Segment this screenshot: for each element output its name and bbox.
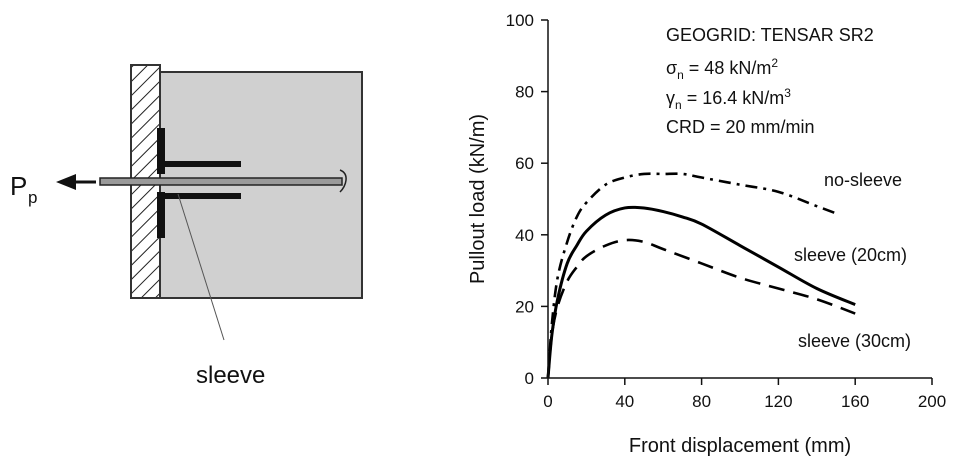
x-tick-label: 0 — [543, 392, 552, 411]
sleeve-label: sleeve — [196, 362, 265, 389]
sleeve-upper — [163, 161, 241, 167]
x-tick-label: 160 — [841, 392, 869, 411]
series-layer — [546, 172, 856, 379]
pullout-box-schematic: P p sleeve — [10, 64, 363, 389]
x-tick-label: 40 — [615, 392, 634, 411]
grid-end-clamp — [339, 169, 347, 193]
annotation-geogrid: GEOGRID: TENSAR SR2 — [666, 25, 874, 45]
gamma-symbol: γ — [666, 88, 675, 108]
x-axis-title: Front displacement (mm) — [629, 435, 851, 457]
sleeve-plate-top — [157, 128, 165, 174]
geogrid-specimen — [99, 177, 343, 186]
annotation-normal-stress: σn = 48 kN/m2 — [666, 56, 778, 82]
chart: 0 40 80 120 160 200 0 20 40 60 80 100 Front displac… — [467, 11, 946, 457]
sigma-sub: n — [677, 68, 684, 82]
gamma-unit-sup: 3 — [784, 86, 791, 100]
sleeve-leader-line — [177, 193, 225, 341]
y-axis-title: Pullout load (kN/m) — [467, 114, 489, 284]
x-tick-label: 200 — [918, 392, 946, 411]
parameter-annotation: GEOGRID: TENSAR SR2 σn = 48 kN/m2 γn = 1… — [666, 25, 874, 137]
series-label-sleeve-20cm: sleeve (20cm) — [794, 245, 907, 265]
tick-layer: 0 40 80 120 160 200 0 20 40 60 80 100 — [506, 11, 947, 411]
force-arrow-head — [56, 174, 76, 190]
force-label: P — [10, 171, 27, 201]
sleeve-lower — [163, 193, 241, 199]
gamma-sub: n — [675, 98, 682, 112]
y-tick-label: 100 — [506, 11, 534, 30]
series-line-sleeve-30cm — [546, 238, 856, 379]
y-tick-label: 60 — [515, 154, 534, 173]
annotation-crd: CRD = 20 mm/min — [666, 117, 815, 137]
y-tick-label: 80 — [515, 83, 534, 102]
annotation-unit-weight: γn = 16.4 kN/m3 — [666, 86, 791, 112]
series-label-sleeve-30cm: sleeve (30cm) — [798, 331, 911, 351]
y-tick-label: 0 — [525, 369, 534, 388]
force-subscript: p — [28, 188, 37, 207]
series-label-no-sleeve: no-sleeve — [824, 170, 902, 190]
sleeve-plate-bottom — [157, 192, 165, 238]
y-tick-label: 20 — [515, 297, 534, 316]
gamma-value: = 16.4 kN/m — [682, 88, 785, 108]
series-line-sleeve-20cm — [546, 205, 856, 379]
sigma-unit-sup: 2 — [771, 56, 778, 70]
sigma-value: = 48 kN/m — [684, 58, 772, 78]
sigma-symbol: σ — [666, 58, 677, 78]
x-tick-label: 120 — [764, 392, 792, 411]
y-tick-label: 40 — [515, 226, 534, 245]
x-tick-label: 80 — [692, 392, 711, 411]
